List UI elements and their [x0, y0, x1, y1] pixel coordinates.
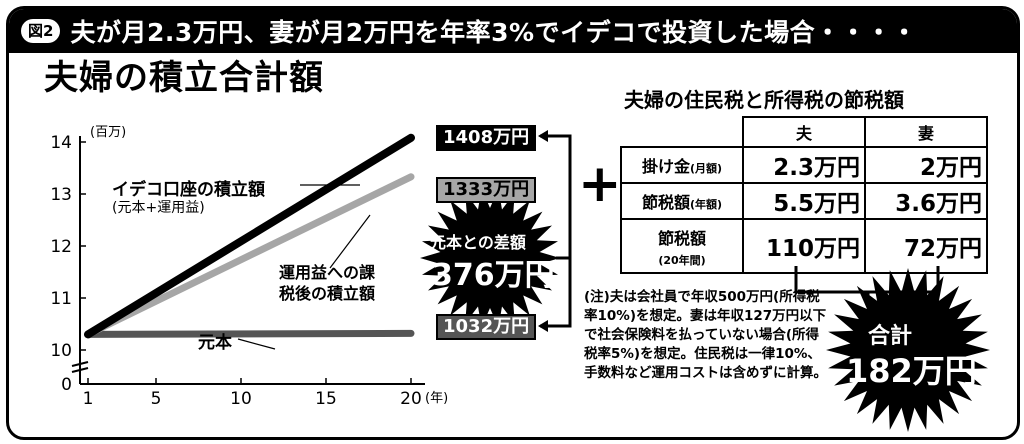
x-tick-label: 10 — [230, 389, 252, 409]
series-line-0 — [84, 133, 415, 339]
difference-value: 376万円 — [432, 258, 555, 293]
chart-heading: 夫婦の積立合計額 — [44, 58, 324, 98]
cell-annual-saving-husband: 5.5万円 — [742, 182, 866, 220]
x-tick-label: 5 — [151, 389, 162, 409]
y-tick-label: 11 — [50, 289, 72, 309]
end-label-after-tax: 1333万円 — [436, 177, 537, 203]
cell-contribution-husband: 2.3万円 — [742, 146, 866, 184]
table-corner — [621, 117, 744, 148]
series-label-after-tax: 運用益への課税後の積立額 — [278, 263, 375, 303]
end-label-ideco: 1408万円 — [436, 125, 537, 151]
cell-annual-saving-wife: 3.6万円 — [864, 182, 988, 220]
row-header-contribution: 掛け金(月額) — [620, 146, 744, 184]
plus-icon: + — [578, 154, 622, 214]
series-sublabel-ideco: (元本+運用益) — [112, 200, 205, 216]
leader-line-after-tax — [329, 214, 371, 269]
axis-break-mark — [71, 361, 89, 367]
total-starburst — [826, 268, 990, 432]
x-axis-label: (年) — [425, 391, 448, 406]
x-tick-label: 20 — [400, 389, 422, 409]
y-tick-label: 12 — [50, 237, 72, 257]
x-tick-label: 15 — [315, 389, 337, 409]
y-tick-label: 10 — [50, 341, 72, 361]
figure-badge: 図2 — [21, 19, 61, 43]
total-value: 182万円 — [846, 352, 977, 390]
table-row: 節税額 (20年間) 110万円 72万円 — [620, 218, 988, 274]
axis-break-mark — [71, 367, 89, 373]
leader-line-principal — [237, 338, 276, 350]
difference-bracket — [540, 134, 572, 328]
y-tick-label: 13 — [50, 185, 72, 205]
x-tick-label: 1 — [83, 389, 94, 409]
cell-20yr-saving-wife: 72万円 — [864, 218, 988, 274]
table-row: 掛け金(月額) 2.3万円 2万円 — [620, 146, 988, 184]
cell-contribution-wife: 2万円 — [864, 146, 988, 184]
cell-20yr-saving-husband: 110万円 — [742, 218, 866, 274]
end-label-principal: 1032万円 — [436, 314, 537, 340]
difference-label: 元本との差額 — [430, 233, 526, 252]
y-tick-label: 0 — [61, 375, 72, 395]
column-header-husband: 夫 — [742, 116, 866, 148]
table-header-row: 夫 妻 — [621, 116, 988, 148]
total-label: 合計 — [868, 324, 913, 349]
row-header-20yr-saving: 節税額 (20年間) — [620, 218, 744, 274]
series-label-ideco: イデコ口座の積立額 — [112, 180, 265, 200]
bracket-arrow-icon — [538, 320, 548, 332]
y-tick-label: 14 — [50, 133, 72, 153]
difference-starburst — [420, 188, 560, 328]
column-header-wife: 妻 — [864, 116, 988, 148]
bracket-arrow-icon — [538, 130, 548, 142]
table-row: 節税額(年額) 5.5万円 3.6万円 — [620, 182, 988, 220]
tax-table: 夫 妻 掛け金(月額) 2.3万円 2万円 節税額(年額) 5.5万円 3.6万… — [620, 116, 988, 274]
series-line-2 — [84, 329, 415, 338]
row-header-annual-saving: 節税額(年額) — [620, 182, 744, 220]
tax-table-heading: 夫婦の住民税と所得税の節税額 — [624, 88, 904, 112]
title-bar: 図2 夫が月2.3万円、妻が月2万円を年率3%でイデコで投資した場合・・・・ — [9, 9, 1017, 53]
figure-title: 夫が月2.3万円、妻が月2万円を年率3%でイデコで投資した場合・・・・ — [70, 18, 918, 47]
y-axis-label: (百万) — [90, 125, 126, 140]
series-label-principal: 元本 — [198, 333, 232, 353]
footnote: (注)夫は会社員で年収500万円(所得税率10%)を想定。妻は年収127万円以下… — [584, 289, 827, 381]
series-line-1 — [84, 173, 415, 338]
